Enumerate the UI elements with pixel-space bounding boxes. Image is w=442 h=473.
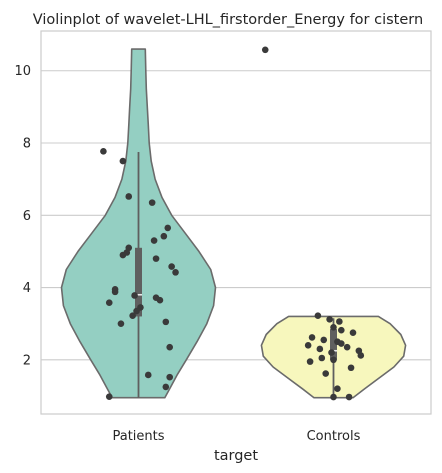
data-point [322,370,330,377]
data-point [100,148,107,155]
data-point [304,342,312,349]
data-point [150,237,158,244]
y-tick-label: 4 [23,281,31,296]
data-point [105,299,113,307]
data-point [119,157,127,165]
data-point [144,371,152,379]
data-point [166,373,173,381]
data-point [172,269,179,276]
x-tick-label-patients: Patients [112,429,164,444]
data-point [336,318,343,325]
data-point [330,393,337,401]
data-point [318,354,326,362]
data-point [326,316,333,323]
data-point [117,320,125,327]
plot-frame [40,30,432,415]
iqr-box-controls [330,329,337,360]
data-point [320,336,328,344]
data-point [111,288,119,296]
y-tick-label: 10 [14,64,31,79]
strip-points [100,46,365,401]
y-tick-label: 6 [23,209,31,224]
chart-title: Violinplot of wavelet-LHL_firstorder_Ene… [33,12,423,28]
data-point [125,193,133,200]
data-point [129,312,136,320]
data-point [314,312,322,320]
data-point [119,251,127,259]
data-point [338,340,345,347]
data-point [357,352,365,359]
data-point [148,199,156,206]
data-point [168,263,175,270]
y-axis-ticks: 2 4 6 8 10 [14,64,31,368]
data-point [347,364,355,372]
data-point [334,385,341,393]
data-point [162,318,170,326]
data-point [306,358,314,365]
data-point [131,292,138,299]
data-point [160,232,168,240]
y-tick-label: 8 [23,137,31,152]
data-point [330,323,337,331]
data-point [345,393,353,401]
x-axis-label: target [214,448,258,464]
data-point [105,393,113,400]
y-tick-label: 2 [23,353,31,368]
data-point [328,349,335,356]
data-point [162,383,170,391]
data-point [156,296,164,304]
violins [60,48,407,399]
data-point [343,343,351,351]
x-tick-label-controls: Controls [307,429,361,444]
iqr-box-patients [135,247,142,317]
x-axis-ticks: Patients Controls [112,429,360,444]
data-point [164,224,172,232]
data-point [330,356,337,364]
data-point [261,46,269,54]
data-point [338,326,345,334]
data-point [308,334,316,341]
data-point [349,329,357,337]
data-point [152,255,160,262]
data-point [133,307,140,315]
data-point [316,345,324,353]
data-point [166,343,173,351]
